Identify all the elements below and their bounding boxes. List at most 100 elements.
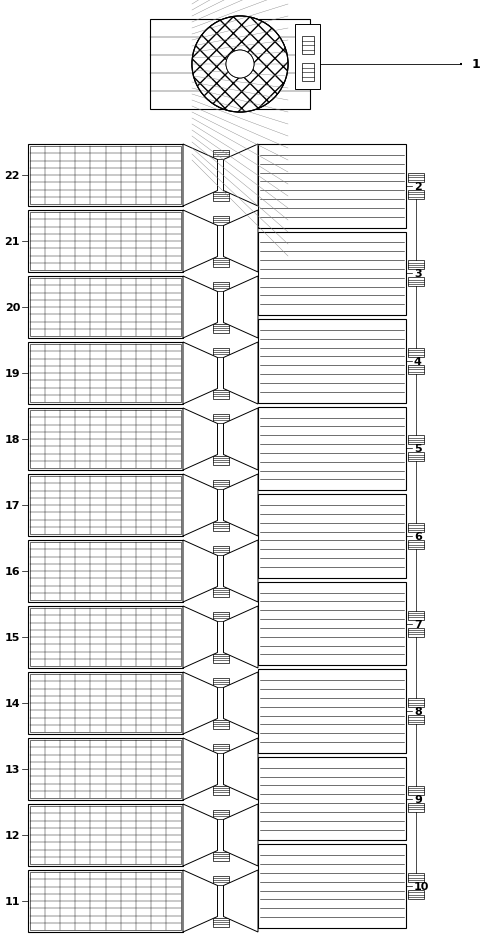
Polygon shape — [224, 540, 258, 602]
Bar — [28, 540, 183, 602]
Polygon shape — [183, 277, 218, 339]
Bar — [30, 806, 181, 864]
Polygon shape — [183, 211, 218, 273]
Bar — [212, 876, 229, 885]
Polygon shape — [183, 343, 218, 405]
Bar — [258, 144, 406, 228]
Polygon shape — [224, 738, 258, 801]
Bar — [30, 278, 181, 337]
Bar — [212, 785, 229, 795]
Bar — [212, 414, 229, 423]
Text: 9: 9 — [414, 794, 422, 803]
Bar — [408, 785, 424, 795]
Bar — [30, 411, 181, 468]
Bar — [28, 211, 183, 273]
Text: 22: 22 — [4, 171, 20, 181]
Bar — [212, 810, 229, 818]
Bar — [28, 409, 183, 470]
Polygon shape — [224, 343, 258, 405]
Bar — [28, 343, 183, 405]
Bar — [28, 804, 183, 866]
Bar — [408, 699, 424, 707]
Circle shape — [226, 51, 254, 79]
Bar — [258, 407, 406, 491]
Bar — [212, 259, 229, 267]
Bar — [30, 674, 181, 733]
Bar — [30, 147, 181, 205]
Bar — [258, 232, 406, 316]
Bar — [302, 64, 314, 82]
Bar — [212, 918, 229, 926]
Bar — [408, 890, 424, 900]
Polygon shape — [183, 144, 218, 207]
Bar — [150, 20, 310, 110]
Bar — [30, 212, 181, 271]
Polygon shape — [224, 144, 258, 207]
Text: 2: 2 — [414, 181, 422, 192]
Circle shape — [226, 51, 254, 79]
Bar — [30, 740, 181, 799]
Polygon shape — [183, 738, 218, 801]
Bar — [30, 543, 181, 600]
Bar — [28, 144, 183, 207]
Text: 11: 11 — [4, 896, 20, 906]
Bar — [212, 522, 229, 531]
Bar — [28, 606, 183, 668]
Text: 19: 19 — [4, 368, 20, 379]
Bar — [258, 669, 406, 753]
Bar — [258, 757, 406, 840]
Text: 6: 6 — [414, 531, 422, 542]
Text: 15: 15 — [4, 632, 20, 642]
Bar — [408, 191, 424, 199]
Polygon shape — [224, 475, 258, 536]
Polygon shape — [183, 475, 218, 536]
Bar — [212, 390, 229, 399]
Bar — [212, 851, 229, 861]
Bar — [408, 348, 424, 358]
Bar — [212, 324, 229, 333]
Polygon shape — [224, 211, 258, 273]
Text: 21: 21 — [4, 237, 20, 246]
Bar — [258, 495, 406, 578]
Bar — [28, 738, 183, 801]
Bar — [302, 37, 314, 55]
Text: 8: 8 — [414, 706, 422, 716]
Polygon shape — [183, 606, 218, 668]
Polygon shape — [224, 606, 258, 668]
Bar — [28, 870, 183, 932]
Text: 14: 14 — [4, 699, 20, 708]
Bar — [408, 261, 424, 270]
Text: 10: 10 — [414, 882, 430, 891]
Bar — [408, 540, 424, 549]
Bar — [408, 365, 424, 375]
Polygon shape — [183, 409, 218, 470]
Polygon shape — [224, 870, 258, 932]
Polygon shape — [224, 277, 258, 339]
Circle shape — [192, 17, 288, 113]
Bar — [28, 475, 183, 536]
Bar — [30, 345, 181, 402]
Text: 4: 4 — [414, 357, 422, 366]
Bar — [212, 282, 229, 291]
Bar — [212, 193, 229, 201]
Bar — [212, 654, 229, 663]
Bar — [212, 588, 229, 597]
Bar — [212, 612, 229, 621]
Bar — [212, 216, 229, 226]
Bar — [212, 744, 229, 752]
Text: 5: 5 — [414, 444, 422, 454]
Text: 3: 3 — [414, 269, 422, 279]
Polygon shape — [224, 804, 258, 866]
Bar — [212, 678, 229, 687]
Bar — [408, 716, 424, 724]
Text: 16: 16 — [4, 566, 20, 577]
Polygon shape — [183, 540, 218, 602]
Bar — [295, 25, 320, 90]
Text: 17: 17 — [4, 500, 20, 511]
Bar — [212, 546, 229, 555]
Polygon shape — [183, 870, 218, 932]
Bar — [212, 456, 229, 465]
Text: 1: 1 — [472, 59, 481, 72]
Bar — [258, 320, 406, 403]
Text: 18: 18 — [4, 434, 20, 445]
